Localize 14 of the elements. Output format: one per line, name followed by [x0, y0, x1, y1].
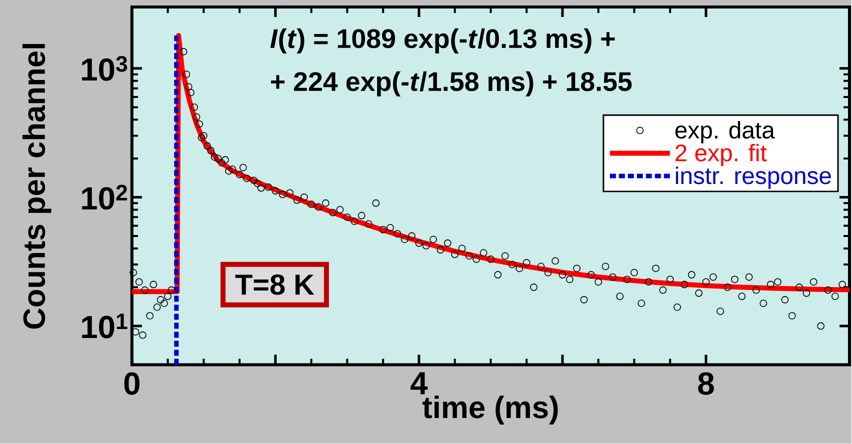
y-tick-label: 10$^{3}$ — [82, 56, 128, 82]
x-tick-label: 8 — [698, 372, 714, 395]
legend-label: exp. data — [675, 121, 775, 144]
legend-label: instr. response — [676, 166, 831, 190]
annotation: T=8 K — [235, 274, 314, 295]
x-tick-label: 4 — [410, 372, 428, 394]
y-tick-label: 10$^{1}$ — [82, 314, 128, 338]
x-axis-title: time (ms) — [422, 396, 558, 425]
y-axis-title: Counts per channel — [22, 44, 52, 329]
legend-label: 2 exp. fit — [676, 144, 767, 166]
y-tick-label: 10$^{2}$ — [82, 184, 128, 210]
annotation: + 224 exp(-t/1.58 ms) + 18.55 — [271, 72, 632, 97]
x-tick-label: 0 — [124, 372, 140, 395]
annotation: I(t) = 1089 exp(-t/0.13 ms) + — [270, 28, 615, 54]
